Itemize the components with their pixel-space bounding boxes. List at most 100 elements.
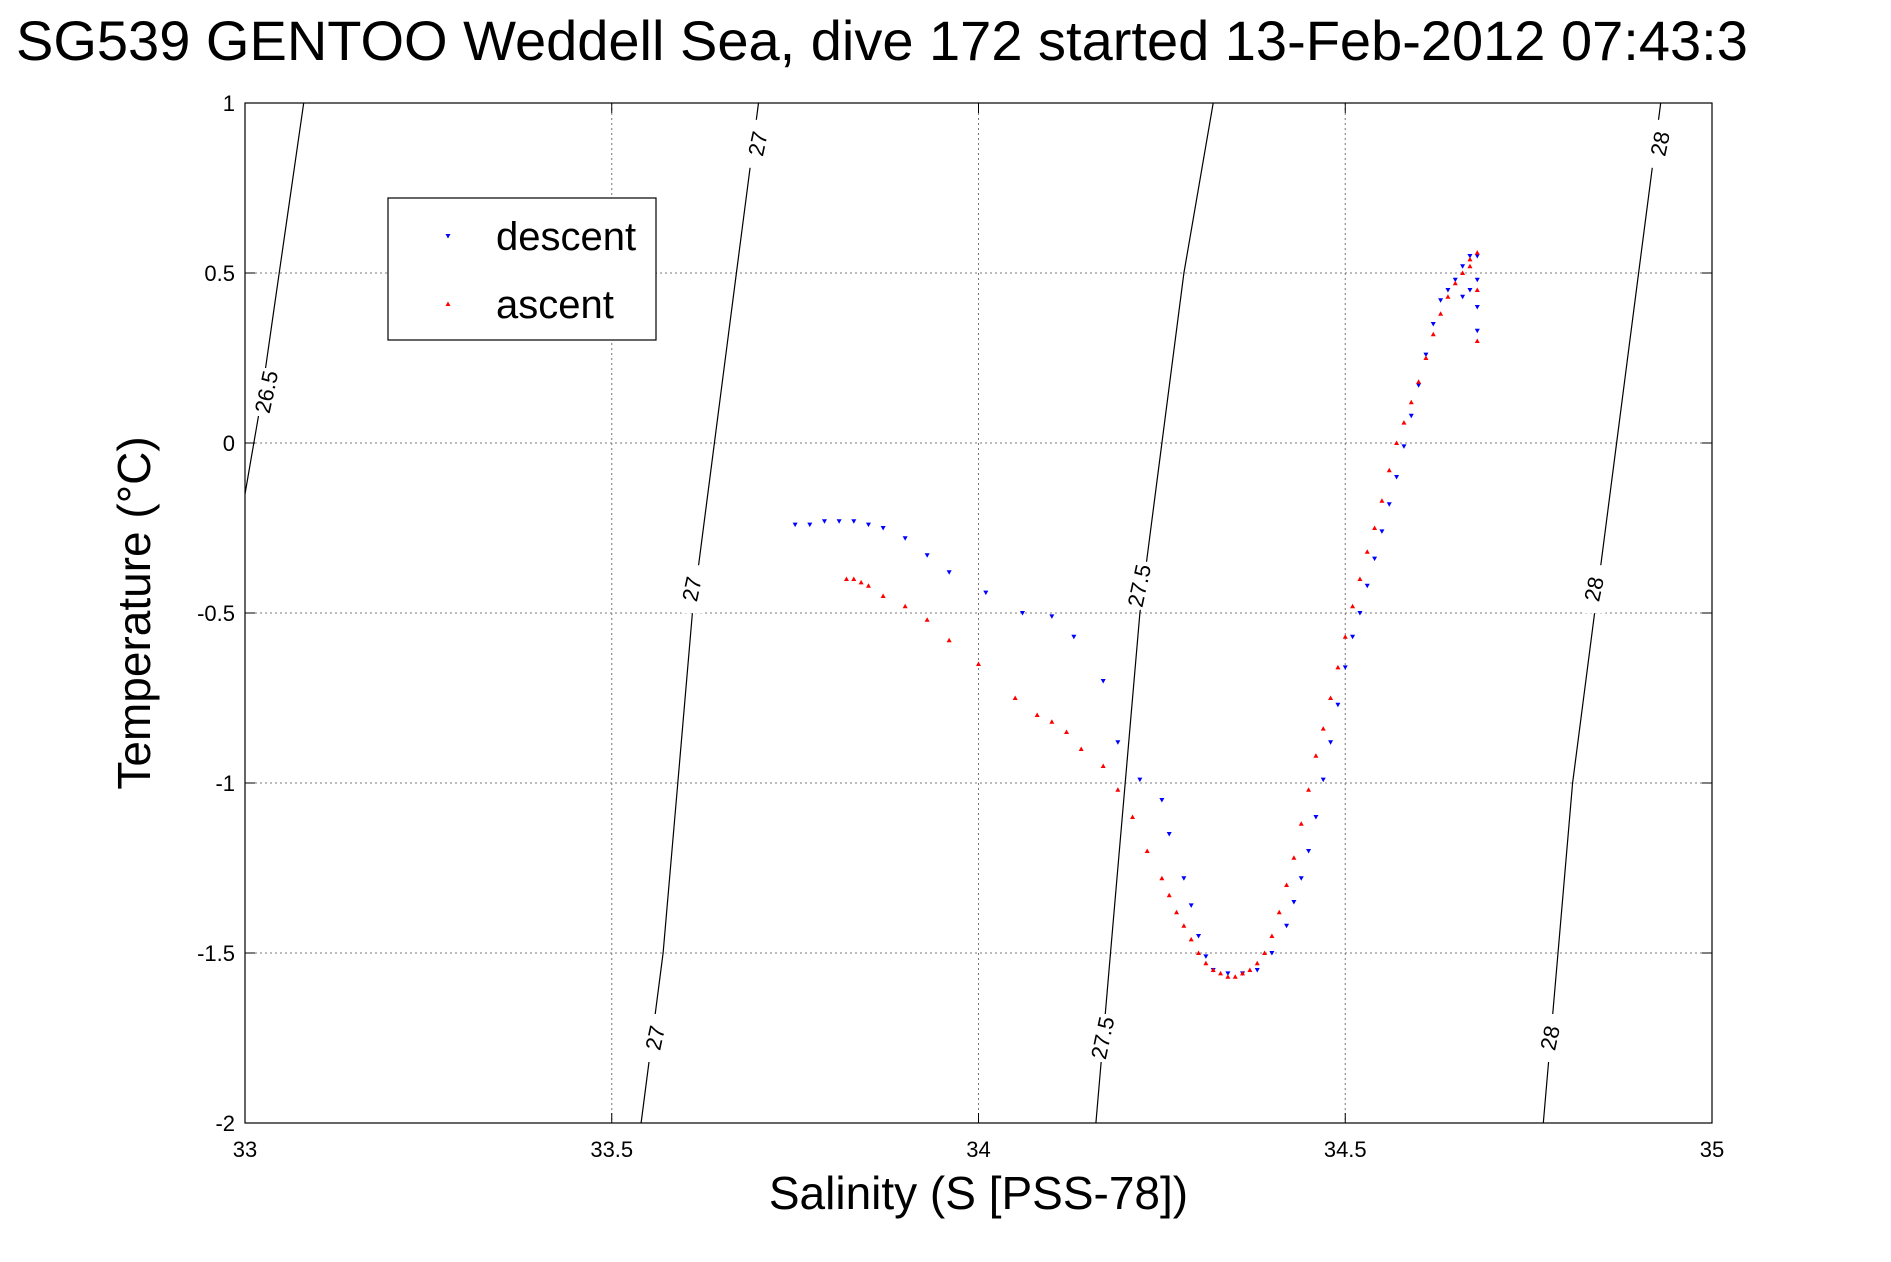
x-tick-label: 34.5 — [1324, 1137, 1367, 1162]
descent-point — [821, 519, 827, 524]
ascent-point — [1379, 498, 1385, 503]
legend-label-ascent: ascent — [496, 283, 614, 327]
descent-point — [1350, 634, 1356, 640]
ascent-point — [902, 603, 908, 609]
descent-point — [1137, 777, 1143, 783]
isopycnal-label-bg — [681, 565, 704, 614]
ascent-point — [1240, 970, 1246, 976]
descent-point — [1474, 328, 1480, 334]
descent-point — [851, 519, 857, 524]
legend-label-descent: descent — [496, 215, 636, 259]
ascent-point — [1335, 664, 1341, 670]
isopycnal-label: 27.5 — [1086, 1014, 1119, 1061]
ascent-point — [1386, 467, 1392, 473]
isopycnal-label: 28 — [1535, 1023, 1565, 1052]
ascent-point — [1474, 250, 1480, 255]
descent-point — [1401, 444, 1407, 449]
ascent-point — [1284, 882, 1290, 887]
descent-point — [1460, 264, 1466, 269]
ascent-point — [1166, 892, 1172, 898]
ascent-point — [1408, 399, 1414, 405]
isopycnal-label-bg — [747, 119, 770, 168]
y-tick-label: 0 — [223, 431, 235, 456]
x-tick-label: 33.5 — [590, 1137, 633, 1162]
descent-point — [1071, 634, 1077, 640]
ascent-point — [976, 661, 981, 666]
isopycnal-label: 28 — [1645, 129, 1675, 158]
descent-point — [1408, 413, 1414, 419]
ascent-point — [843, 576, 849, 581]
ascent-point — [1438, 311, 1444, 316]
descent-point — [1372, 556, 1378, 562]
ascent-point — [1188, 936, 1194, 942]
descent-point — [1306, 849, 1312, 854]
descent-point — [1386, 502, 1392, 507]
ascent-point — [1100, 763, 1106, 768]
isopycnal-label-bg — [1649, 119, 1672, 168]
ascent-point — [1467, 256, 1473, 262]
isopycnal-line — [1095, 102, 1214, 1124]
y-axis-label: Temperature (°C) — [108, 436, 160, 789]
y-tick-label: -1.5 — [197, 941, 235, 966]
descent-point — [1438, 298, 1444, 303]
descent-point — [946, 570, 952, 575]
ascent-point — [1328, 695, 1334, 700]
x-axis-label: Salinity (S [PSS-78]) — [769, 1167, 1188, 1219]
descent-point — [1335, 702, 1341, 708]
ascent-point — [1181, 923, 1187, 928]
isopycnal-label: 27 — [677, 575, 707, 604]
x-tick-label: 33 — [233, 1137, 257, 1162]
isopycnal-line — [244, 102, 305, 495]
descent-point — [1313, 815, 1319, 820]
descent-point — [1020, 611, 1026, 616]
isopycnal-label-bg — [644, 1014, 667, 1062]
ascent-point — [946, 637, 952, 643]
descent-point — [1328, 740, 1334, 745]
ascent-point — [1372, 525, 1378, 530]
descent-point — [865, 522, 871, 528]
isopycnal-label-bg — [256, 368, 279, 416]
ascent-point — [1430, 331, 1436, 337]
ascent-point — [1357, 576, 1363, 581]
descent-point — [1474, 277, 1480, 283]
descent-point — [1430, 322, 1436, 327]
ascent-point — [1460, 270, 1466, 275]
legend-marker-descent — [445, 234, 451, 239]
descent-point — [983, 590, 989, 596]
descent-point — [1181, 876, 1187, 881]
descent-point — [1467, 288, 1473, 293]
ascent-point — [1064, 729, 1070, 734]
ascent-point — [1232, 974, 1238, 979]
ascent-point — [1306, 787, 1312, 792]
ascent-point — [1159, 875, 1165, 881]
ascent-point — [1262, 950, 1268, 955]
ascent-point — [1078, 746, 1084, 751]
descent-point — [1342, 665, 1348, 670]
y-tick-label: -2 — [215, 1111, 235, 1136]
descent-point — [1320, 777, 1326, 783]
isopycnal-label-bg — [1539, 1014, 1562, 1062]
legend-box — [387, 197, 657, 341]
isopycnal-label-bg — [1583, 565, 1606, 614]
descent-point — [1188, 903, 1194, 908]
isopycnal-lines: 26.5 27 27 27 27.5 27.5 28 28 28 — [244, 102, 1675, 1124]
x-tick-label: 35 — [1700, 1137, 1724, 1162]
ascent-point — [1276, 909, 1282, 915]
descent-point — [807, 522, 813, 528]
ascent-point — [1210, 967, 1216, 972]
descent-point — [924, 553, 930, 558]
descent-point — [1394, 475, 1400, 480]
descent-point — [1452, 277, 1458, 283]
y-tick-label: 1 — [223, 91, 235, 116]
descent-point — [1225, 971, 1231, 976]
descent-point — [902, 536, 908, 541]
ascent-point — [1342, 634, 1348, 639]
chart-title: SG539 GENTOO Weddell Sea, dive 172 start… — [16, 9, 1748, 72]
descent-point — [1196, 934, 1202, 939]
isopycnal-label: 27 — [640, 1023, 670, 1052]
ascent-point — [1313, 753, 1319, 758]
descent-point — [1298, 876, 1304, 881]
descent-point — [1379, 529, 1385, 534]
descent-point — [1203, 954, 1209, 959]
